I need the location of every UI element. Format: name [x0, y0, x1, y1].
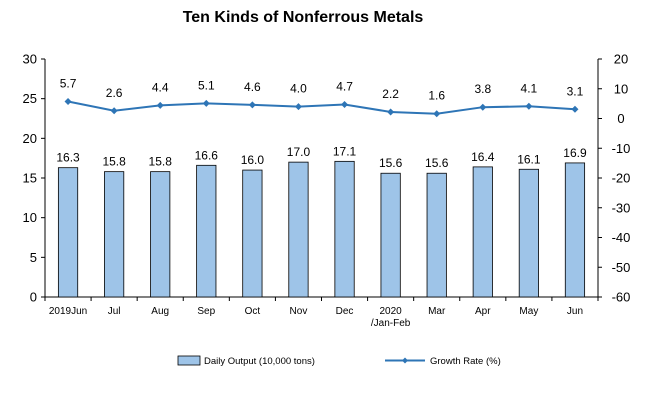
- left-axis: 0 5 10 15 20 25 30: [23, 52, 46, 305]
- bar-value-label: 17.0: [287, 145, 311, 159]
- bar-value-label: 15.6: [425, 156, 449, 170]
- bar: [242, 169, 263, 298]
- right-tick-label: -30: [612, 200, 631, 215]
- x-tick-label: Sep: [197, 306, 215, 317]
- line-point: [110, 107, 118, 115]
- line-value-label: 4.4: [152, 80, 169, 94]
- x-tick-label: Apr: [475, 306, 491, 317]
- line-value-label: 4.0: [290, 82, 307, 96]
- right-tick-label: -10: [612, 141, 631, 156]
- line-point: [202, 99, 210, 107]
- left-tick-label: 30: [23, 52, 37, 67]
- x-tick-label: 2020: [380, 306, 403, 317]
- bar: [150, 171, 171, 298]
- x-tick-label: Jun: [567, 306, 583, 317]
- line-series: 5.7 2.6 4.4 5.1 4.6 4.0 4.7 2.2 1.6 3.8 4.1 3.1: [60, 77, 584, 118]
- right-tick-label: -40: [612, 230, 631, 245]
- legend-label-growth-rate: Growth Rate (%): [430, 356, 501, 367]
- line-point: [387, 108, 395, 116]
- left-tick-label: 5: [30, 250, 37, 265]
- bar-value-label: 16.6: [195, 148, 219, 162]
- legend-swatch-daily-output: [177, 355, 201, 366]
- line-point: [525, 102, 533, 110]
- line-value-label: 4.1: [521, 81, 538, 95]
- bar-value-label: 16.4: [471, 150, 495, 164]
- line-value-label: 1.6: [428, 89, 445, 103]
- line-value-label: 5.7: [60, 77, 77, 91]
- left-tick-label: 20: [23, 131, 37, 146]
- bar: [288, 161, 309, 298]
- bar-value-label: 16.3: [56, 151, 80, 165]
- right-tick-label: -60: [612, 290, 631, 305]
- line-value-label: 2.2: [382, 87, 399, 101]
- left-tick-label: 25: [23, 91, 37, 106]
- line-value-label: 3.8: [474, 82, 491, 96]
- growth-rate-line: [67, 100, 576, 115]
- bar: [518, 168, 539, 298]
- line-value-label: 3.1: [567, 84, 584, 98]
- line-point: [479, 103, 487, 111]
- legend: Daily Output (10,000 tons) Growth Rate (…: [177, 355, 501, 367]
- bar: [104, 171, 125, 298]
- bar: [564, 162, 586, 298]
- x-tick-label: Dec: [336, 306, 354, 317]
- bar-value-label: 16.9: [563, 146, 587, 160]
- x-tick-label: Jul: [108, 306, 121, 317]
- x-tick-label: Nov: [290, 306, 308, 317]
- bar-value-label: 17.1: [333, 144, 357, 158]
- x-tick-label: 2019Jun: [49, 306, 87, 317]
- bar: [426, 172, 447, 298]
- line-point: [341, 101, 349, 109]
- line-point: [433, 110, 441, 118]
- bar-value-label: 15.8: [102, 155, 126, 169]
- line-point: [248, 101, 256, 109]
- line-value-label: 5.1: [198, 78, 215, 92]
- right-axis: -60 -50 -40 -30 -20 -10 0 10 20: [597, 52, 631, 305]
- line-value-label: 4.7: [336, 80, 353, 94]
- x-tick-label: May: [519, 306, 538, 317]
- right-tick-label: 10: [614, 81, 628, 96]
- right-tick-label: -20: [612, 171, 631, 186]
- bar-value-label: 16.1: [517, 152, 541, 166]
- line-point: [64, 98, 72, 106]
- left-tick-label: 10: [23, 210, 37, 225]
- bar: [472, 166, 493, 298]
- bar: [196, 164, 217, 298]
- bar-series: 16.3 15.8 15.8 16.6 16.0 17.0 17.1 15.6 15.6 16.4…: [56, 144, 587, 298]
- legend-marker-growth-rate: [402, 357, 408, 364]
- bar: [57, 167, 79, 298]
- line-point: [294, 103, 302, 111]
- x-tick-label: Aug: [151, 306, 169, 317]
- x-axis: 2019Jun Jul Aug Sep Oct Nov Dec 2020/Jan-Feb Mar…: [44, 296, 599, 329]
- right-tick-label: 20: [614, 52, 628, 67]
- left-tick-label: 0: [30, 290, 37, 305]
- line-point: [156, 101, 164, 109]
- right-tick-label: -50: [612, 260, 631, 275]
- x-tick-label: Oct: [245, 306, 261, 317]
- x-tick-label: Mar: [428, 306, 446, 317]
- line-value-label: 2.6: [106, 86, 123, 100]
- legend-label-daily-output: Daily Output (10,000 tons): [204, 356, 315, 367]
- x-tick-label: /Jan-Feb: [371, 318, 411, 329]
- line-point: [571, 105, 579, 113]
- left-tick-label: 15: [23, 171, 37, 186]
- bar-value-label: 16.0: [241, 153, 265, 167]
- bar-value-label: 15.6: [379, 156, 403, 170]
- bar-value-label: 15.8: [149, 155, 173, 169]
- chart-title: Ten Kinds of Nonferrous Metals: [183, 9, 424, 26]
- line-value-label: 4.6: [244, 80, 261, 94]
- bar: [380, 172, 401, 298]
- bar: [334, 160, 355, 298]
- right-tick-label: 0: [617, 111, 624, 126]
